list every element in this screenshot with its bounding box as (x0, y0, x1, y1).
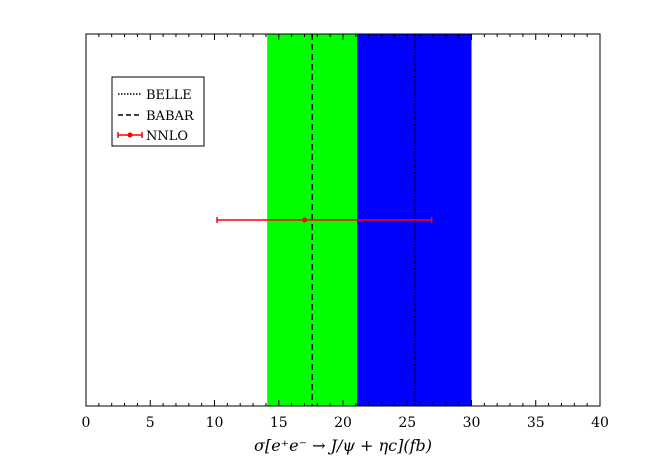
legend-label-nnlo: NNLO (146, 129, 188, 144)
x-tick-label: 25 (398, 415, 416, 431)
x-tick-label: 35 (527, 415, 545, 431)
x-tick-label: 15 (270, 415, 288, 431)
x-tick-label: 10 (206, 415, 224, 431)
x-axis-label: σ[e⁺e⁻ → J/ψ + ηc](fb) (254, 436, 432, 455)
x-tick-label: 40 (591, 415, 609, 431)
x-tick-label: 0 (82, 415, 91, 431)
x-tick-label: 20 (334, 415, 352, 431)
legend-label-belle: BELLE (146, 88, 192, 103)
point-nnlo (301, 217, 307, 223)
legend: BELLE BABAR NNLO (111, 76, 205, 147)
tick-labels-layer: 0 5 10 15 20 25 30 35 40 (82, 415, 609, 431)
ticks-layer (85, 34, 601, 406)
x-tick-label: 5 (146, 415, 155, 431)
legend-label-babar: BABAR (146, 109, 195, 124)
x-tick-label: 30 (463, 415, 481, 431)
points-layer (216, 217, 433, 223)
legend-swatch-nnlo-marker (127, 132, 133, 138)
